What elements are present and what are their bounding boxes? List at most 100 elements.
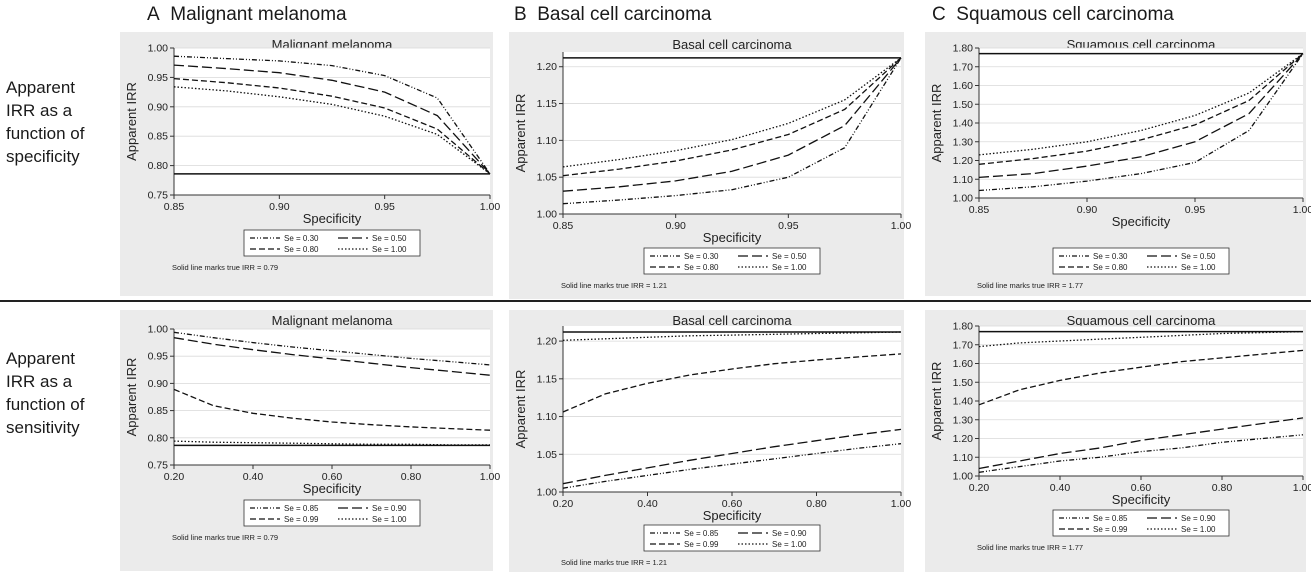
series-line-2 bbox=[173, 64, 491, 175]
y-axis-label: Apparent IRR bbox=[513, 94, 528, 173]
chart-title: Squamous cell carcinoma bbox=[1067, 313, 1217, 328]
legend-box bbox=[643, 247, 821, 275]
legend-label: Se = 0.30 bbox=[284, 234, 319, 243]
legend-label: Se = 0.50 bbox=[372, 234, 407, 243]
plot-area bbox=[174, 329, 490, 465]
column-letter: C bbox=[932, 4, 946, 25]
row-label-specificity: Apparent IRR as a function of specificit… bbox=[6, 76, 84, 168]
legend-label: Se = 1.00 bbox=[372, 245, 407, 254]
column-header-a: A Malignant melanoma bbox=[147, 4, 347, 26]
x-axis-label: Specificity bbox=[1112, 492, 1171, 507]
x-tick-label: 1.00 bbox=[480, 471, 501, 483]
legend-label: Se = 0.80 bbox=[284, 245, 319, 254]
y-tick-label: 0.80 bbox=[148, 432, 169, 444]
legend-label: Se = 0.90 bbox=[772, 529, 807, 538]
row-label-line: Apparent bbox=[6, 78, 75, 97]
x-tick-label: 0.85 bbox=[553, 220, 574, 232]
legend-box bbox=[1052, 247, 1230, 275]
chart-note: Solid line marks true IRR = 1.21 bbox=[561, 281, 667, 290]
y-tick-label: 1.70 bbox=[953, 339, 974, 351]
column-header-b: B Basal cell carcinoma bbox=[514, 4, 712, 26]
x-tick-label: 1.00 bbox=[891, 498, 912, 510]
chart-title: Malignant melanoma bbox=[272, 313, 393, 328]
y-tick-label: 0.85 bbox=[148, 131, 169, 143]
row-label-line: specificity bbox=[6, 147, 80, 166]
y-tick-label: 1.60 bbox=[953, 80, 974, 92]
series-line-1 bbox=[978, 434, 1304, 473]
x-axis-label: Specificity bbox=[303, 211, 362, 226]
legend-label: Se = 0.90 bbox=[1181, 514, 1216, 523]
series-line-2 bbox=[978, 417, 1304, 470]
chart-title: Basal cell carcinoma bbox=[672, 313, 792, 328]
y-tick-label: 1.00 bbox=[537, 487, 558, 499]
chart-panel-melanoma-specificity: Malignant melanoma 0.75 0.80 0.85 0.90 0.95 1.… bbox=[120, 32, 500, 296]
y-tick-label: 1.70 bbox=[953, 61, 974, 73]
row-label-line: function of bbox=[6, 395, 85, 414]
y-tick-label: 0.95 bbox=[148, 72, 169, 84]
series-line-1 bbox=[173, 55, 491, 175]
legend-label: Se = 1.00 bbox=[372, 515, 407, 524]
chart-note: Solid line marks true IRR = 1.77 bbox=[977, 281, 1083, 290]
y-tick-label: 0.95 bbox=[148, 351, 169, 363]
chart-note: Solid line marks true IRR = 0.79 bbox=[172, 263, 278, 272]
x-axis-label: Specificity bbox=[1112, 214, 1171, 229]
x-tick-label: 0.40 bbox=[1050, 482, 1071, 494]
series-line-4 bbox=[562, 57, 902, 168]
chart-title: Basal cell carcinoma bbox=[672, 37, 792, 52]
x-tick-label: 0.20 bbox=[553, 498, 574, 510]
series-line-3 bbox=[562, 57, 902, 177]
chart-note: Solid line marks true IRR = 1.77 bbox=[977, 543, 1083, 552]
x-tick-label: 0.95 bbox=[778, 220, 799, 232]
legend-label: Se = 0.85 bbox=[284, 504, 319, 513]
legend-label: Se = 0.90 bbox=[372, 504, 407, 513]
y-tick-label: 1.10 bbox=[953, 452, 974, 464]
column-title: Basal cell carcinoma bbox=[537, 4, 712, 25]
y-tick-label: 1.10 bbox=[537, 135, 558, 147]
row-label-sensitivity: Apparent IRR as a function of sensitivit… bbox=[6, 347, 84, 439]
y-tick-label: 0.90 bbox=[148, 378, 169, 390]
x-tick-label: 0.20 bbox=[969, 482, 990, 494]
y-axis-label: Apparent IRR bbox=[124, 358, 139, 437]
x-tick-label: 0.60 bbox=[322, 471, 343, 483]
y-tick-label: 1.15 bbox=[537, 98, 558, 110]
series-line-2 bbox=[562, 428, 902, 485]
x-tick-label: 0.20 bbox=[164, 471, 185, 483]
column-letter: A bbox=[147, 4, 160, 25]
y-tick-label: 1.00 bbox=[537, 209, 558, 221]
series-line-3 bbox=[562, 353, 902, 413]
legend-label: Se = 0.80 bbox=[684, 263, 719, 272]
chart-panel-basal-sensitivity: Basal cell carcinoma 1.00 1.05 1.10 1.15 1.20… bbox=[509, 310, 911, 572]
series-line-4 bbox=[173, 440, 490, 446]
x-axis-label: Specificity bbox=[703, 508, 762, 523]
series-line-2 bbox=[562, 57, 902, 192]
series-line-1 bbox=[978, 53, 1304, 192]
y-tick-label: 1.20 bbox=[953, 155, 974, 167]
series-line-1 bbox=[173, 331, 491, 366]
y-axis-label: Apparent IRR bbox=[929, 84, 944, 163]
y-tick-label: 1.30 bbox=[953, 414, 974, 426]
legend-label: Se = 0.50 bbox=[1181, 252, 1216, 261]
x-tick-label: 0.80 bbox=[401, 471, 422, 483]
y-tick-label: 1.10 bbox=[953, 174, 974, 186]
y-tick-label: 1.10 bbox=[537, 411, 558, 423]
x-tick-label: 1.00 bbox=[1293, 204, 1311, 216]
chart-panel-squamous-specificity: Squamous cell carcinoma 1.00 1.10 1.20 1.30 1… bbox=[925, 32, 1311, 296]
y-tick-label: 0.75 bbox=[148, 190, 169, 202]
chart-svg: Basal cell carcinoma 1.00 1.05 1.10 1.15 1.20… bbox=[513, 313, 911, 567]
legend-label: Se = 0.50 bbox=[772, 252, 807, 261]
y-tick-label: 1.80 bbox=[953, 321, 974, 333]
series-line-4 bbox=[562, 331, 902, 341]
y-tick-label: 1.00 bbox=[953, 471, 974, 483]
x-tick-label: 1.00 bbox=[480, 201, 501, 213]
series-line-1 bbox=[562, 443, 902, 489]
y-tick-label: 1.30 bbox=[953, 136, 974, 148]
x-tick-label: 0.85 bbox=[164, 201, 185, 213]
chart-svg: Squamous cell carcinoma 1.00 1.10 1.20 1.30 1… bbox=[929, 313, 1311, 552]
row-label-line: sensitivity bbox=[6, 418, 80, 437]
y-tick-label: 1.60 bbox=[953, 358, 974, 370]
chart-note: Solid line marks true IRR = 1.21 bbox=[561, 558, 667, 567]
y-tick-label: 1.00 bbox=[148, 43, 169, 55]
legend-label: Se = 1.00 bbox=[1181, 263, 1216, 272]
series-line-2 bbox=[173, 337, 491, 376]
legend-label: Se = 0.30 bbox=[1093, 252, 1128, 261]
